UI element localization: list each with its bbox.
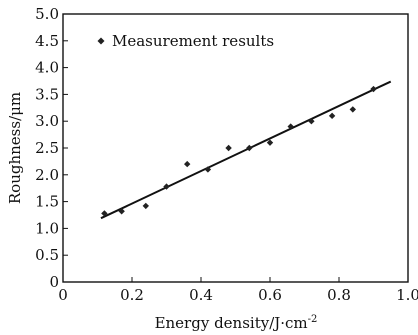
data-point (370, 85, 377, 93)
data-point (246, 144, 253, 152)
y-tick-label: 3.5 (35, 85, 59, 103)
y-axis-title: Roughness/μm (6, 92, 24, 204)
legend: Measurement results (97, 32, 274, 50)
y-tick-label: 5.0 (35, 5, 59, 23)
data-point (184, 160, 191, 168)
data-point (163, 183, 170, 190)
y-tick-label: 3.0 (35, 112, 59, 130)
data-point (142, 202, 149, 210)
y-tick-label: 0.5 (35, 246, 59, 264)
x-tick-marks (62, 277, 409, 282)
legend-marker (97, 37, 105, 45)
fit-line (100, 80, 392, 220)
x-tick-label: 0.2 (120, 286, 144, 304)
data-point (225, 144, 232, 152)
plot-frame (62, 13, 409, 283)
data-points (101, 85, 377, 217)
x-axis-title: Energy density/J·cm-2 (155, 314, 318, 332)
x-tick-label: 0.6 (258, 286, 282, 304)
data-point (349, 106, 356, 113)
y-tick-label: 2.5 (35, 139, 59, 157)
data-point (287, 123, 294, 130)
y-tick-marks (63, 13, 68, 283)
x-axis-title-exponent: -2 (308, 314, 318, 325)
x-tick-label: 1.0 (396, 286, 418, 304)
y-tick-label: 0 (49, 273, 59, 291)
y-tick-labels: 0 0.5 1.0 1.5 2.0 2.5 3.0 3.5 4.0 4.5 5.0 (35, 5, 59, 291)
x-tick-labels: 0 0.2 0.4 0.6 0.8 1.0 (58, 286, 418, 304)
y-tick-label: 4.5 (35, 32, 59, 50)
x-tick-label: 0 (58, 286, 68, 304)
y-tick-label: 4.0 (35, 59, 59, 77)
legend-label: Measurement results (112, 32, 274, 50)
data-point (101, 210, 108, 217)
x-tick-label: 0.8 (327, 286, 351, 304)
y-tick-label: 2.0 (35, 166, 59, 184)
data-point (204, 166, 212, 173)
x-tick-label: 0.4 (189, 286, 213, 304)
y-tick-label: 1.0 (35, 219, 59, 237)
data-point (328, 112, 336, 120)
data-point (266, 139, 274, 146)
data-point (308, 118, 315, 125)
x-axis-title-main: Energy density/J·cm (155, 314, 308, 332)
data-point (118, 208, 125, 215)
y-tick-label: 1.5 (35, 193, 59, 211)
